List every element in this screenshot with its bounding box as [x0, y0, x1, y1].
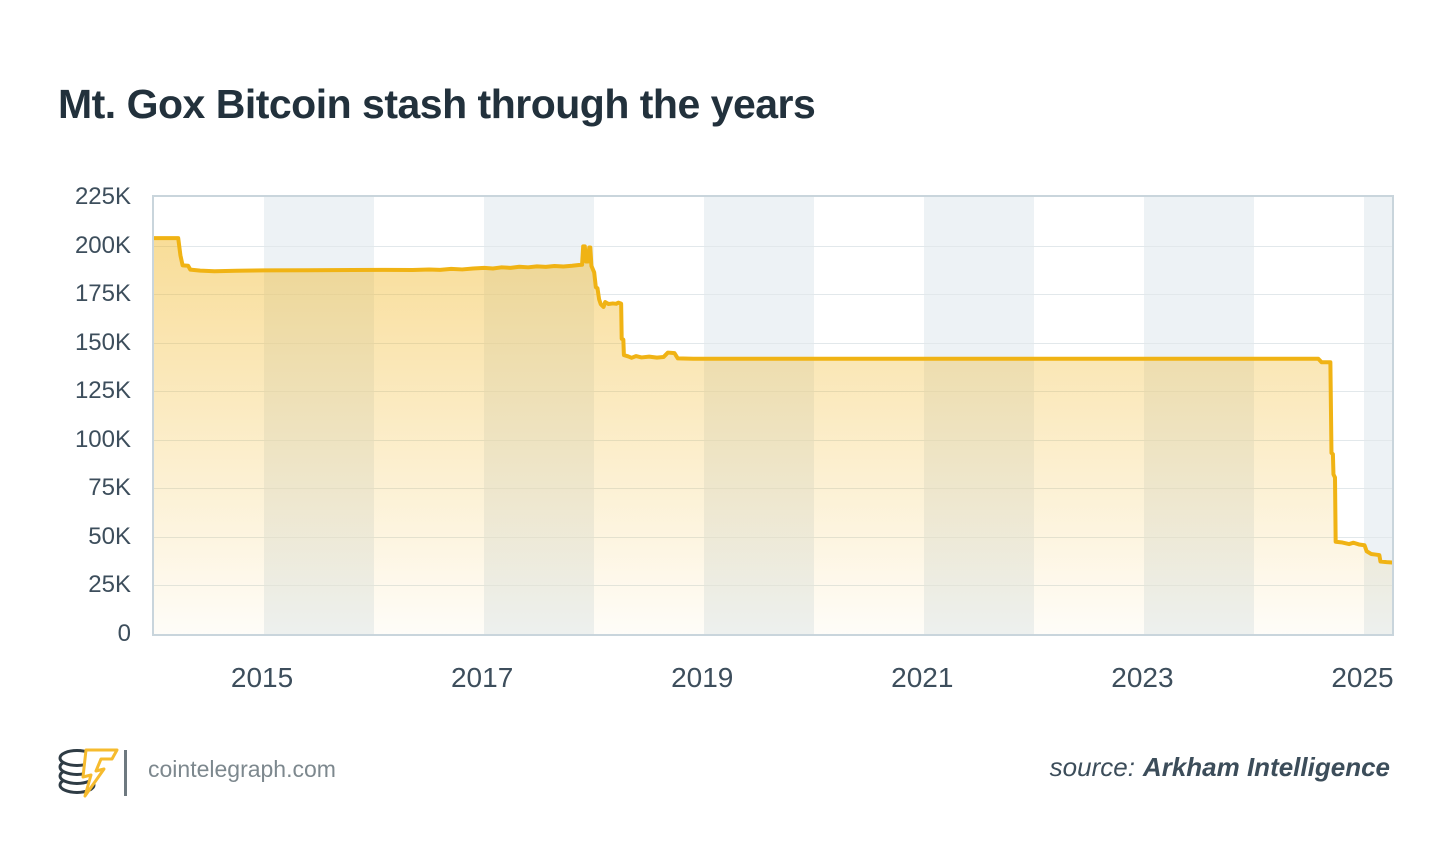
- gridline-200K: [154, 245, 1392, 247]
- y-tick-label-125K: 125K: [74, 377, 131, 405]
- lightning-bolt-icon: [81, 748, 119, 798]
- x-tick-label-2015: 2015: [230, 662, 294, 693]
- footer: cointelegraph.com source: Arkham Intellig…: [0, 736, 1450, 816]
- y-tick-label-100K: 100K: [74, 425, 131, 453]
- gridline-150K: [154, 342, 1392, 344]
- source-attribution: source: Arkham Intelligence: [1050, 752, 1390, 783]
- footer-divider: [124, 750, 127, 796]
- series-line: [154, 236, 1392, 565]
- page-title: Mt. Gox Bitcoin stash through the years: [58, 81, 816, 128]
- btc-holdings-area-chart: [154, 236, 1392, 634]
- y-tick-label-50K: 50K: [88, 522, 131, 550]
- y-tick-label-75K: 75K: [88, 474, 131, 502]
- series-area-fill: [154, 238, 1392, 634]
- source-label: source:: [1049, 752, 1135, 782]
- source-value: Arkham Intelligence: [1142, 752, 1390, 782]
- brand-url[interactable]: cointelegraph.com: [148, 756, 336, 782]
- y-tick-label-200K: 200K: [74, 231, 131, 259]
- gridline-175K: [154, 294, 1392, 296]
- cointelegraph-logo: [58, 748, 119, 798]
- plot-area: [152, 195, 1394, 636]
- x-tick-label-2017: 2017: [450, 662, 514, 693]
- y-tick-label-0: 0: [117, 620, 131, 647]
- y-tick-label-150K: 150K: [74, 328, 131, 356]
- y-tick-label-25K: 25K: [88, 571, 131, 599]
- x-tick-label-2025: 2025: [1331, 662, 1394, 693]
- x-tick-label-2021: 2021: [891, 662, 954, 693]
- y-axis: 0 25K 50K 75K 100K 125K 150K 175K 200K 225K: [0, 183, 131, 647]
- y-tick-label-175K: 175K: [74, 280, 131, 308]
- x-tick-label-2019: 2019: [671, 662, 734, 693]
- x-axis: 2015 2017 2019 2021 2023 2025: [152, 634, 1394, 694]
- x-tick-label-2023: 2023: [1111, 662, 1174, 693]
- y-tick-label-225K: 225K: [74, 183, 131, 210]
